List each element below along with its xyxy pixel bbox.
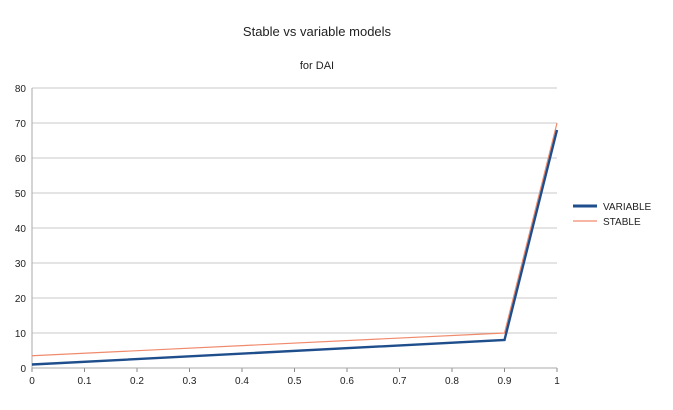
x-tick-label: 0.3 <box>183 376 197 387</box>
x-tick-label: 0.1 <box>78 376 92 387</box>
y-tick-label: 30 <box>15 259 27 270</box>
y-tick-label: 20 <box>15 294 27 305</box>
y-tick-label: 80 <box>15 84 27 95</box>
x-tick-label: 0.8 <box>445 376 459 387</box>
legend-label-variable: VARIABLE <box>603 202 651 213</box>
y-tick-label: 10 <box>15 329 27 340</box>
x-tick-label: 0.4 <box>235 376 249 387</box>
chart-title: Stable vs variable models <box>243 24 392 39</box>
axes-layer: 0 10 20 30 40 50 60 70 80 0 0.1 0.2 0.3 0.4 0.5 0.6 0.7 0… <box>15 84 560 387</box>
y-tick-label: 70 <box>15 119 27 130</box>
x-tick-label: 0.9 <box>498 376 512 387</box>
y-tick-label: 60 <box>15 154 27 165</box>
legend: VARIABLE STABLE <box>573 202 651 228</box>
x-tick-label: 0.7 <box>393 376 407 387</box>
x-tick-label: 1 <box>554 376 560 387</box>
legend-label-stable: STABLE <box>603 217 641 228</box>
x-tick-label: 0.2 <box>130 376 144 387</box>
series-line-variable <box>31 129 559 366</box>
y-tick-label: 0 <box>20 364 26 375</box>
x-tick-label: 0.6 <box>340 376 354 387</box>
x-tick-label: 0 <box>29 376 35 387</box>
series-layer <box>31 122 559 366</box>
x-tick-label: 0.5 <box>288 376 302 387</box>
y-tick-label: 50 <box>15 189 27 200</box>
y-tick-label: 40 <box>15 224 27 235</box>
chart-subtitle: for DAI <box>300 60 334 72</box>
grid-layer <box>32 87 557 369</box>
series-line-stable <box>31 122 558 357</box>
